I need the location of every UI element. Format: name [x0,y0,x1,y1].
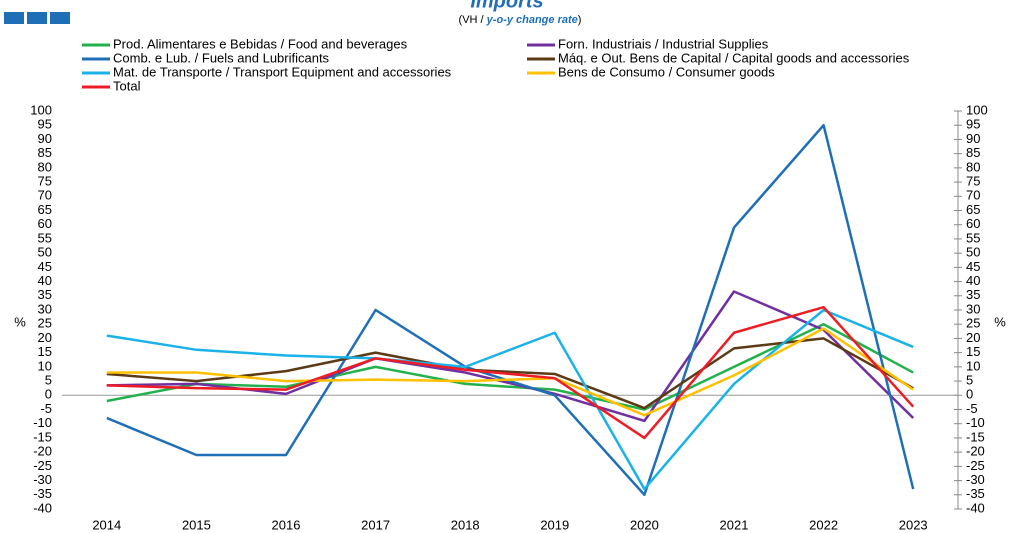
x-tick-label: 2014 [92,517,121,532]
subtitle-part: (VH / [459,14,487,26]
series-line [106,327,914,417]
y2-tick-label: 65 [966,202,980,217]
legend-label: Comb. e Lub. / Fuels and Lubrificants [113,50,330,65]
y2-tick-label: 90 [966,131,980,146]
x-tick-label: 2019 [540,517,569,532]
y-tick-label: 90 [38,131,52,146]
y2-tick-label: 100 [966,102,988,117]
x-tick-label: 2018 [451,517,480,532]
y2-tick-label: 45 [966,259,980,274]
y-tick-label: 95 [38,117,52,132]
x-tick-label: 2017 [361,517,390,532]
x-tick-label: 2015 [182,517,211,532]
y-tick-label: 85 [38,145,52,160]
y-tick-label: 5 [45,373,52,388]
legend-label: Bens de Consumo / Consumer goods [558,64,775,79]
x-tick-label: 2016 [272,517,301,532]
y2-tick-label: 15 [966,344,980,359]
y-tick-label: 35 [38,287,52,302]
y-tick-label: 75 [38,174,52,189]
legend-label: Forn. Industriais / Industrial Supplies [558,36,769,51]
y-tick-label: 65 [38,202,52,217]
series-line [106,305,915,440]
y2-tick-label: 85 [966,145,980,160]
legend-label: Total [113,78,141,93]
y-tick-label: -15 [33,429,52,444]
logo [4,12,70,24]
y-tick-label: -10 [33,415,52,430]
legend-label: Prod. Alimentares e Bebidas / Food and b… [113,36,408,51]
y-tick-label: -20 [33,444,52,459]
subtitle-part: ) [578,14,582,26]
x-tick-label: 2023 [899,517,928,532]
chart-title: Imports [470,0,543,12]
y-tick-label: 60 [38,216,52,231]
y2-tick-label: 0 [966,387,973,402]
y2-tick-label: 75 [966,174,980,189]
y-tick-label: 20 [38,330,52,345]
y2-tick-label: -25 [966,458,985,473]
y-tick-label: -30 [33,472,52,487]
y-tick-label: 0 [45,387,52,402]
y2-tick-label: 35 [966,287,980,302]
y-tick-label: 30 [38,301,52,316]
y2-tick-label: 95 [966,117,980,132]
y-axis-label: % [14,314,26,329]
series-line [106,290,915,423]
y-tick-label: -25 [33,458,52,473]
y2-tick-label: 5 [966,373,973,388]
y-tick-label: -40 [33,500,52,515]
y-tick-label: -35 [33,486,52,501]
y2-tick-label: 20 [966,330,980,345]
x-tick-label: 2022 [809,517,838,532]
y2-tick-label: 55 [966,230,980,245]
y2-tick-label: 80 [966,159,980,174]
series-line [106,123,915,497]
y-tick-label: -5 [40,401,52,416]
legend-label: Mat. de Transporte / Transport Equipment… [113,64,452,79]
y2-tick-label: 10 [966,358,980,373]
y2-axis-label: % [994,314,1006,329]
series-line [106,308,914,491]
y-tick-label: 40 [38,273,52,288]
x-tick-label: 2021 [720,517,749,532]
y2-tick-label: 30 [966,301,980,316]
y-tick-label: 15 [38,344,52,359]
y2-tick-label: -15 [966,429,985,444]
y2-tick-label: -40 [966,500,985,515]
legend-label: Máq. e Out. Bens de Capital / Capital go… [558,50,910,65]
y2-tick-label: -20 [966,444,985,459]
y-tick-label: 50 [38,245,52,260]
y2-tick-label: -30 [966,472,985,487]
y-tick-label: 25 [38,316,52,331]
y-tick-label: 100 [30,102,52,117]
y-tick-label: 55 [38,230,52,245]
y2-tick-label: -10 [966,415,985,430]
y-tick-label: 80 [38,159,52,174]
subtitle-part: y-o-y change rate [486,14,578,26]
chart-subtitle: (VH / y-o-y change rate) [459,14,582,26]
y2-tick-label: 40 [966,273,980,288]
y2-tick-label: 50 [966,245,980,260]
x-tick-label: 2020 [630,517,659,532]
y2-tick-label: -35 [966,486,985,501]
y2-tick-label: -5 [966,401,978,416]
y2-tick-label: 25 [966,316,980,331]
y-tick-label: 10 [38,358,52,373]
y2-tick-label: 70 [966,188,980,203]
y-tick-label: 45 [38,259,52,274]
y-tick-label: 70 [38,188,52,203]
y2-tick-label: 60 [966,216,980,231]
